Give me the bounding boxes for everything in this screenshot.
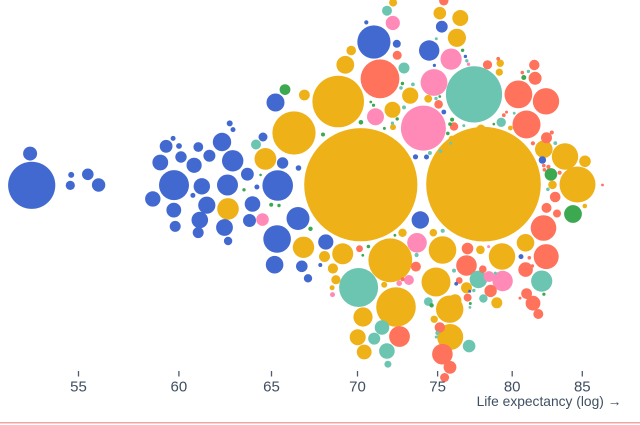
svg-text:55: 55 — [70, 379, 87, 396]
svg-text:Life expectancy (log) →: Life expectancy (log) → — [477, 394, 622, 409]
svg-text:70: 70 — [349, 379, 366, 396]
svg-text:85: 85 — [574, 379, 591, 396]
svg-text:60: 60 — [171, 379, 188, 396]
svg-text:65: 65 — [263, 379, 280, 396]
svg-text:80: 80 — [504, 379, 521, 396]
svg-text:75: 75 — [429, 379, 446, 396]
